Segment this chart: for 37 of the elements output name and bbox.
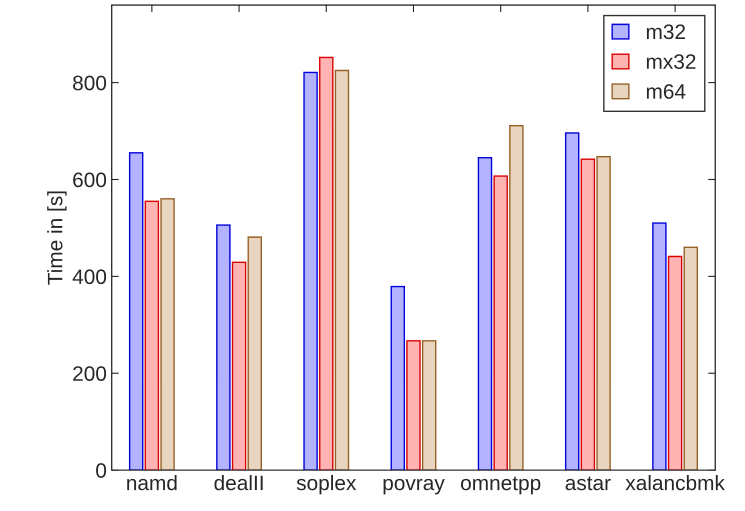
y-axis-title: Time in [s] xyxy=(47,191,67,285)
bar xyxy=(493,175,508,470)
x-tick-label: omnetpp xyxy=(461,476,540,494)
bar xyxy=(406,340,421,470)
bar xyxy=(596,156,611,470)
x-tick-label: soplex xyxy=(296,474,356,494)
y-tick-label: 400 xyxy=(72,269,106,284)
bar xyxy=(684,246,698,470)
legend-label: m64 xyxy=(646,84,686,99)
y-tick-label: 800 xyxy=(73,76,106,90)
bar xyxy=(478,156,492,470)
bar xyxy=(564,132,580,470)
bar xyxy=(303,72,318,470)
legend-label: m32 xyxy=(646,24,685,40)
bar xyxy=(668,256,682,470)
x-tick-label: dealII xyxy=(214,474,263,490)
bar xyxy=(248,236,262,470)
y-tick-label: 600 xyxy=(73,172,106,188)
x-tick-label: povray xyxy=(384,478,445,494)
bar xyxy=(128,152,144,470)
bar xyxy=(422,340,436,470)
legend-label: mx32 xyxy=(646,54,696,69)
bar xyxy=(334,70,350,470)
bar xyxy=(216,224,231,470)
bar xyxy=(580,158,596,470)
bar xyxy=(319,56,334,470)
y-tick-label: 200 xyxy=(73,366,106,381)
bar xyxy=(652,222,667,470)
bar xyxy=(144,200,160,470)
bar xyxy=(232,262,246,470)
x-tick-label: astar xyxy=(566,476,611,490)
bar xyxy=(509,125,524,470)
y-tick-label: 0 xyxy=(96,463,106,478)
bar xyxy=(160,198,175,470)
x-tick-label: namd xyxy=(127,474,177,490)
x-tick-label: xalancbmk xyxy=(626,474,725,490)
bar xyxy=(390,286,406,470)
